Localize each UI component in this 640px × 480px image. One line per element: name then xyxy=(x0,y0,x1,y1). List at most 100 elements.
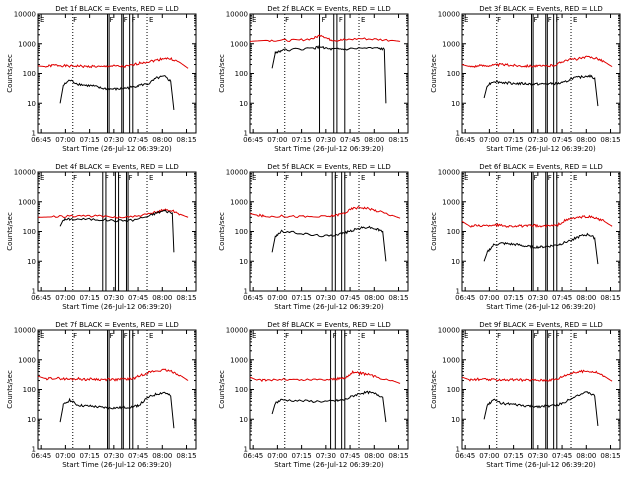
y-tick-label: 1000 xyxy=(18,40,36,48)
x-tick-label: 07:30 xyxy=(316,294,336,302)
lld-series-line xyxy=(461,369,613,383)
x-tick-label: 08:00 xyxy=(576,452,596,460)
y-tick-label: 10000 xyxy=(226,169,248,177)
x-tick-label: 07:30 xyxy=(316,136,336,144)
x-tick-label: 06:45 xyxy=(243,452,263,460)
plot-frame xyxy=(461,13,621,134)
flag-label: F xyxy=(556,332,560,340)
x-tick-label: 06:45 xyxy=(31,294,51,302)
flag-label: E xyxy=(464,16,468,24)
panel-title: Det 7f BLACK = Events, RED = LLD xyxy=(55,321,178,329)
y-tick-label: 10000 xyxy=(438,327,460,335)
x-tick-label: 06:45 xyxy=(455,294,475,302)
y-tick-label: 100 xyxy=(23,386,36,394)
flag-label: E xyxy=(149,332,153,340)
flag-label: F xyxy=(285,16,289,24)
flag-label: E xyxy=(573,174,577,182)
x-axis-label: Start Time (26-Jul-12 06:39:20) xyxy=(62,461,172,469)
y-tick-label: 1 xyxy=(456,130,460,138)
x-tick-label: 06:45 xyxy=(31,136,51,144)
plot-frame xyxy=(37,13,197,134)
x-tick-label: 07:45 xyxy=(340,452,360,460)
events-series-line xyxy=(483,74,599,107)
y-tick-label: 100 xyxy=(23,228,36,236)
x-tick-label: 07:00 xyxy=(267,452,287,460)
flag-label: E xyxy=(361,332,365,340)
x-tick-label: 07:15 xyxy=(292,136,312,144)
flag-label: F xyxy=(132,332,136,340)
y-tick-label: 100 xyxy=(447,386,460,394)
detector-panel-1: Det 1f BLACK = Events, RED = LLD 1 10 100 10… xyxy=(6,5,197,153)
x-tick-label: 08:15 xyxy=(388,452,408,460)
flag-label: F xyxy=(344,332,348,340)
y-tick-label: 1 xyxy=(32,446,36,454)
x-tick-label: 07:30 xyxy=(528,136,548,144)
y-tick-label: 100 xyxy=(23,70,36,78)
x-tick-label: 07:15 xyxy=(80,452,100,460)
events-series-line xyxy=(271,44,387,104)
y-tick-label: 10 xyxy=(27,416,36,424)
lld-series-line xyxy=(249,370,401,384)
x-tick-label: 07:30 xyxy=(528,452,548,460)
events-series-line xyxy=(483,232,599,265)
events-series-line xyxy=(483,391,599,426)
x-tick-label: 07:30 xyxy=(528,294,548,302)
detector-panel-2: Det 2f BLACK = Events, RED = LLD 1 10 100 10… xyxy=(218,5,409,153)
panel-title: Det 2f BLACK = Events, RED = LLD xyxy=(267,5,390,13)
detector-panel-7: Det 7f BLACK = Events, RED = LLD 1 10 100 10… xyxy=(6,321,197,469)
x-tick-label: 07:45 xyxy=(128,294,148,302)
x-tick-label: 07:45 xyxy=(128,452,148,460)
panel-title: Det 4f BLACK = Events, RED = LLD xyxy=(55,163,178,171)
flag-label: F xyxy=(548,16,552,24)
flag-label: F xyxy=(334,174,338,182)
flag-label: F xyxy=(548,332,552,340)
flag-label: F xyxy=(110,16,114,24)
detector-panel-8: Det 8f BLACK = Events, RED = LLD 1 10 100 10… xyxy=(218,321,409,469)
y-tick-label: 10 xyxy=(239,258,248,266)
x-tick-label: 07:45 xyxy=(552,136,572,144)
y-tick-label: 10 xyxy=(451,258,460,266)
flag-label: F xyxy=(556,16,560,24)
flag-label: F xyxy=(117,174,121,182)
y-tick-label: 10 xyxy=(27,100,36,108)
flag-label: E xyxy=(149,174,153,182)
x-tick-label: 08:15 xyxy=(600,294,620,302)
x-tick-label: 07:45 xyxy=(340,136,360,144)
flag-label: E xyxy=(252,16,256,24)
panel-title: Det 6f BLACK = Events, RED = LLD xyxy=(479,163,602,171)
y-tick-label: 10 xyxy=(27,258,36,266)
events-series-line xyxy=(59,209,175,253)
flag-label: F xyxy=(124,332,128,340)
flag-label: E xyxy=(252,332,256,340)
x-tick-label: 08:00 xyxy=(576,294,596,302)
flag-label: F xyxy=(497,332,501,340)
y-tick-label: 1000 xyxy=(442,40,460,48)
lld-series-line xyxy=(461,55,613,69)
x-tick-label: 07:15 xyxy=(504,136,524,144)
detector-panel-9: Det 9f BLACK = Events, RED = LLD 1 10 100 10… xyxy=(430,321,621,469)
plot-frame xyxy=(249,329,409,450)
flag-label: F xyxy=(497,174,501,182)
x-axis-label: Start Time (26-Jul-12 06:39:20) xyxy=(486,145,596,153)
y-tick-label: 1000 xyxy=(442,198,460,206)
y-tick-label: 10000 xyxy=(226,11,248,19)
plot-frame xyxy=(249,13,409,134)
x-tick-label: 07:00 xyxy=(267,294,287,302)
x-tick-label: 08:00 xyxy=(152,452,172,460)
x-tick-label: 08:00 xyxy=(576,136,596,144)
y-tick-label: 10000 xyxy=(14,169,36,177)
panel-title: Det 9f BLACK = Events, RED = LLD xyxy=(479,321,602,329)
x-tick-label: 08:15 xyxy=(600,136,620,144)
x-tick-label: 08:15 xyxy=(176,452,196,460)
x-tick-label: 07:30 xyxy=(316,452,336,460)
x-tick-label: 08:00 xyxy=(364,136,384,144)
y-axis-label: Counts/sec xyxy=(218,54,226,93)
x-tick-label: 07:15 xyxy=(504,452,524,460)
y-axis-label: Counts/sec xyxy=(218,370,226,409)
y-axis-label: Counts/sec xyxy=(6,370,14,409)
y-tick-label: 1000 xyxy=(442,356,460,364)
plot-frame xyxy=(37,171,197,292)
y-tick-label: 1000 xyxy=(18,356,36,364)
flag-label: F xyxy=(105,174,109,182)
